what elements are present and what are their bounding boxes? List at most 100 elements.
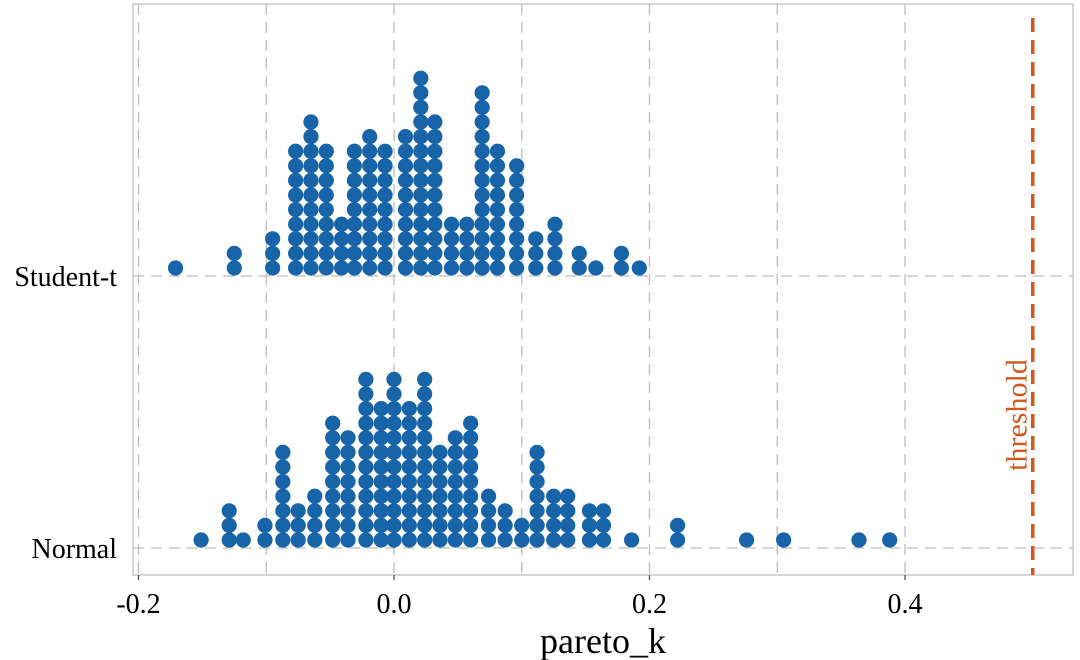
data-dot [377, 172, 393, 188]
data-dot [362, 231, 378, 247]
data-dot [413, 216, 429, 232]
data-dot [427, 114, 443, 130]
data-dot [303, 202, 319, 218]
data-dot [401, 474, 417, 490]
data-dot [362, 260, 378, 276]
data-dot [275, 532, 291, 548]
data-dot [474, 172, 490, 188]
data-dot [417, 459, 433, 475]
data-dot [509, 216, 525, 232]
data-dot [413, 187, 429, 203]
data-dot [560, 488, 576, 504]
data-dot [509, 187, 525, 203]
data-dot [463, 459, 479, 475]
data-dot [340, 430, 356, 446]
data-dot [432, 503, 448, 519]
data-dot [670, 532, 686, 548]
data-dot [318, 260, 334, 276]
data-dot [334, 245, 350, 261]
data-dot [303, 187, 319, 203]
data-dot [303, 143, 319, 159]
data-dot [417, 371, 433, 387]
data-dot [432, 444, 448, 460]
data-dot [221, 517, 237, 534]
data-dot [318, 187, 334, 203]
data-dot [417, 386, 433, 402]
x-tick-label: 0.2 [632, 589, 667, 620]
data-dot [340, 517, 356, 534]
data-dot [427, 129, 443, 145]
data-dot [288, 158, 304, 174]
data-dot [346, 187, 362, 203]
data-dot [377, 216, 393, 232]
data-dot [413, 85, 429, 101]
data-dot [362, 216, 378, 232]
x-tick-label: 0.4 [888, 589, 923, 620]
data-dot [373, 444, 389, 460]
data-dot [193, 532, 209, 548]
data-dot [358, 371, 374, 387]
x-axis-ticks: -0.2 0.0 0.2 0.4 [116, 575, 923, 620]
data-dot [529, 488, 545, 504]
data-dot [288, 187, 304, 203]
data-dot [358, 488, 374, 504]
data-dot [413, 158, 429, 174]
data-dot [489, 202, 506, 218]
plot-frame [132, 3, 1074, 576]
data-dot [427, 245, 443, 261]
data-dot [413, 70, 429, 86]
data-dot [318, 202, 334, 218]
data-dot [362, 187, 378, 203]
data-dot [275, 503, 291, 519]
data-dot [417, 474, 433, 490]
data-dot [474, 231, 490, 247]
data-dot [358, 474, 374, 490]
data-dot [307, 503, 323, 519]
data-dot [401, 401, 417, 417]
data-dot [340, 503, 356, 519]
series-student-t [167, 70, 647, 276]
data-dot [529, 532, 545, 548]
data-dot [303, 129, 319, 145]
data-dot [373, 430, 389, 446]
data-dot [401, 459, 417, 475]
data-dot [413, 129, 429, 145]
data-dot [373, 517, 389, 534]
data-dot [340, 532, 356, 548]
data-dot [588, 260, 604, 276]
data-dot [432, 488, 448, 504]
data-dot [397, 260, 414, 276]
data-dot [346, 143, 362, 159]
threshold-label: threshold [1001, 359, 1034, 471]
data-dot [560, 532, 576, 548]
data-dot [288, 231, 304, 247]
data-dot [288, 260, 304, 276]
data-dot [288, 202, 304, 218]
data-dot [546, 503, 562, 519]
y-axis-categories: Student-t Normal [14, 262, 117, 565]
data-dot [334, 216, 350, 232]
data-dot [358, 386, 374, 402]
data-dot [474, 114, 490, 130]
data-dot [417, 532, 433, 548]
data-dot [303, 245, 319, 261]
data-dot [547, 260, 563, 276]
data-dot [318, 143, 334, 159]
data-dot [528, 231, 544, 247]
data-dot [362, 172, 378, 188]
data-dot [413, 99, 429, 115]
data-dot [386, 415, 402, 431]
data-dot [265, 245, 281, 261]
data-dot [290, 532, 306, 548]
data-dot [497, 503, 513, 519]
data-dot [463, 415, 479, 431]
data-dot [427, 172, 443, 188]
data-dot [443, 216, 460, 232]
data-dot [571, 260, 587, 276]
data-dot [560, 503, 576, 519]
data-dot [373, 532, 389, 548]
data-dot [358, 532, 374, 548]
data-dot [386, 532, 402, 548]
data-dot [459, 216, 475, 232]
